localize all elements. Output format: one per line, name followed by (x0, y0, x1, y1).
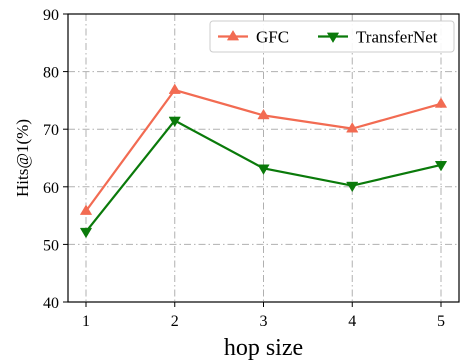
legend-marker-transfernet (326, 32, 340, 43)
y-tick-label: 90 (43, 7, 59, 24)
transfernet-point (346, 181, 359, 193)
gfc-point (434, 97, 448, 108)
axis-ticks: 40 50 60 70 80 90 1 2 3 4 5 (43, 7, 445, 330)
series-transfernet (79, 116, 448, 239)
legend-marker-gfc (226, 30, 240, 41)
y-tick-label: 60 (43, 180, 59, 197)
y-tick-label: 70 (43, 122, 59, 139)
gfc-point (346, 122, 359, 133)
transfernet-point (257, 164, 270, 175)
x-tick-label: 1 (82, 313, 90, 330)
legend-label-transfernet: TransferNet (356, 28, 438, 47)
plot-frame (67, 13, 460, 303)
transfernet-point (168, 116, 181, 128)
series-group (79, 83, 448, 239)
x-axis-label: hop size (224, 335, 303, 361)
y-axis-label: Hits@1(%) (13, 119, 32, 197)
grid-lines (68, 14, 459, 302)
legend-label-gfc: GFC (256, 28, 289, 47)
transfernet-point (434, 161, 448, 172)
gfc-point (257, 108, 270, 120)
x-tick-label: 3 (260, 313, 268, 330)
gfc-point (168, 83, 181, 94)
x-tick-label: 5 (437, 313, 445, 330)
gfc-point (79, 204, 93, 215)
x-tick-label: 2 (171, 313, 179, 330)
x-tick-label: 4 (348, 313, 356, 330)
y-tick-label: 80 (43, 65, 59, 82)
transfernet-point (79, 227, 93, 239)
y-tick-label: 50 (43, 237, 59, 254)
legend: GFC TransferNet (209, 20, 455, 53)
series-gfc (79, 83, 448, 215)
y-tick-label: 40 (43, 295, 59, 312)
